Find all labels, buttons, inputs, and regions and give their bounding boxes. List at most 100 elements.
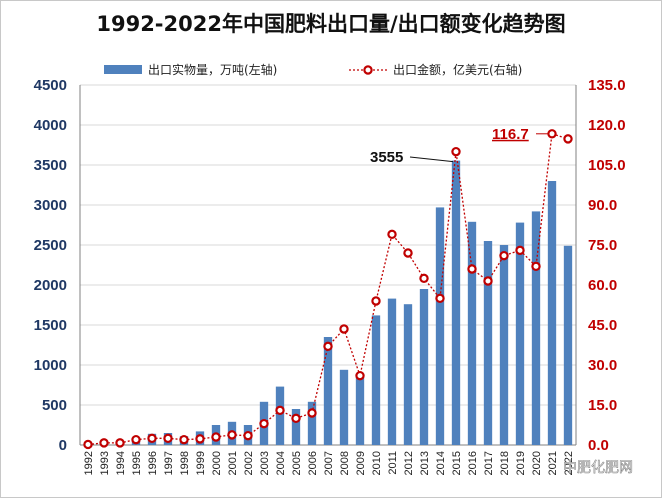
bar-export-volume xyxy=(483,241,493,445)
bar-export-volume xyxy=(307,401,317,445)
line-point-export-value xyxy=(547,129,557,139)
bar-export-volume xyxy=(499,245,509,445)
x-tick-label: 2005 xyxy=(291,451,303,475)
line-point-export-value xyxy=(339,324,349,334)
y-right-tick-label: 75.0 xyxy=(588,237,617,254)
bar-export-volume xyxy=(451,160,461,445)
bar-export-volume xyxy=(275,386,285,445)
bar-export-volume xyxy=(387,298,397,445)
line-point-export-value xyxy=(211,432,221,442)
y-right-tick-label: 120.0 xyxy=(588,117,626,134)
line-point-export-value xyxy=(131,434,141,445)
y-left-tick-label: 2000 xyxy=(34,277,67,294)
line-point-export-value xyxy=(515,245,525,256)
bar-export-volume xyxy=(323,337,333,445)
y-left-tick-label: 0 xyxy=(59,437,67,454)
line-point-export-value xyxy=(419,273,429,284)
line-point-export-value xyxy=(115,438,125,448)
bar-export-volume xyxy=(291,409,301,445)
line-point-export-value xyxy=(179,434,189,445)
y-right-tick-label: 45.0 xyxy=(588,317,617,334)
line-point-export-value xyxy=(243,430,253,441)
x-tick-label: 2001 xyxy=(227,451,239,475)
x-tick-label: 1995 xyxy=(131,451,143,475)
watermark-text: 中肥化肥网 xyxy=(563,460,633,476)
legend-marker-value xyxy=(363,65,373,75)
x-tick-label: 2011 xyxy=(387,451,399,475)
bar-export-volume xyxy=(563,245,573,445)
line-point-export-value xyxy=(163,433,173,444)
x-tick-label: 2009 xyxy=(355,451,367,475)
line-point-export-value xyxy=(435,293,445,304)
x-tick-label: 2018 xyxy=(499,451,511,475)
line-point-export-value xyxy=(195,434,205,444)
y-left-tick-label: 1500 xyxy=(34,317,67,334)
legend-label-volume: 出口实物量，万吨(左轴) xyxy=(148,62,277,77)
x-tick-label: 2017 xyxy=(483,451,495,475)
y-left-tick-label: 1000 xyxy=(34,357,67,374)
y-right-tick-label: 105.0 xyxy=(588,157,626,174)
x-tick-label: 2020 xyxy=(531,451,543,475)
annotation-peak-value: 116.7 xyxy=(492,126,529,143)
annotation-leader-peak-volume xyxy=(409,156,454,163)
y-right-tick-label: 15.0 xyxy=(588,397,617,414)
x-tick-label: 1994 xyxy=(115,451,127,475)
y-right-tick-label: 0.0 xyxy=(588,437,609,454)
y-right-tick-label: 90.0 xyxy=(588,197,617,214)
x-tick-label: 2000 xyxy=(211,451,223,475)
x-tick-label: 2003 xyxy=(259,451,271,475)
x-tick-label: 2004 xyxy=(275,451,287,475)
x-tick-label: 2010 xyxy=(371,451,383,475)
x-tick-label: 1992 xyxy=(83,451,95,475)
y-left-tick-label: 3500 xyxy=(34,157,67,174)
bar-export-volume xyxy=(339,369,349,445)
line-point-export-value xyxy=(259,418,269,429)
line-point-export-value xyxy=(355,370,365,381)
y-left-tick-label: 4500 xyxy=(34,77,67,94)
x-tick-label: 2006 xyxy=(307,451,319,475)
bar-export-volume xyxy=(435,207,445,445)
bar-export-volume xyxy=(467,221,477,445)
x-tick-label: 2016 xyxy=(467,451,479,475)
x-tick-label: 1998 xyxy=(179,451,191,475)
bar-export-volume xyxy=(355,373,365,445)
x-tick-label: 2008 xyxy=(339,451,351,475)
x-tick-label: 2015 xyxy=(451,451,463,475)
line-point-export-value xyxy=(563,134,573,144)
line-point-export-value xyxy=(499,250,509,261)
y-right-tick-label: 30.0 xyxy=(588,357,617,374)
line-point-export-value xyxy=(99,438,109,448)
x-tick-label: 2007 xyxy=(323,451,335,475)
annotation-peak-volume: 3555 xyxy=(370,149,403,166)
x-tick-label: 2019 xyxy=(515,451,527,475)
x-tick-label: 2021 xyxy=(547,451,559,475)
x-tick-label: 1999 xyxy=(195,451,207,475)
line-point-export-value xyxy=(307,408,317,418)
x-tick-label: 2002 xyxy=(243,451,255,475)
x-tick-label: 2012 xyxy=(403,451,415,475)
bar-export-volume xyxy=(403,304,413,445)
line-point-export-value xyxy=(83,439,93,450)
bar-export-volume xyxy=(547,181,557,445)
line-point-export-value xyxy=(323,341,333,352)
y-right-tick-label: 135.0 xyxy=(588,77,626,94)
bar-export-volume xyxy=(419,289,429,445)
legend-swatch-volume xyxy=(104,65,142,74)
x-tick-label: 2013 xyxy=(419,451,431,475)
line-point-export-value xyxy=(371,296,381,306)
bar-export-volume xyxy=(515,222,525,445)
y-left-tick-label: 2500 xyxy=(34,237,67,254)
line-point-export-value xyxy=(531,261,541,272)
bar-export-volume xyxy=(371,315,381,445)
line-point-export-value xyxy=(483,276,493,286)
y-left-tick-label: 4000 xyxy=(34,117,67,134)
line-point-export-value xyxy=(275,405,285,416)
chart-title: 1992-2022年中国肥料出口量/出口额变化趋势图 xyxy=(96,12,566,36)
line-point-export-value xyxy=(403,248,413,258)
y-right-tick-label: 60.0 xyxy=(588,277,617,294)
line-point-export-value xyxy=(227,430,237,440)
x-tick-label: 1996 xyxy=(147,451,159,475)
y-left-tick-label: 500 xyxy=(42,397,67,414)
x-tick-label: 1993 xyxy=(99,451,111,475)
